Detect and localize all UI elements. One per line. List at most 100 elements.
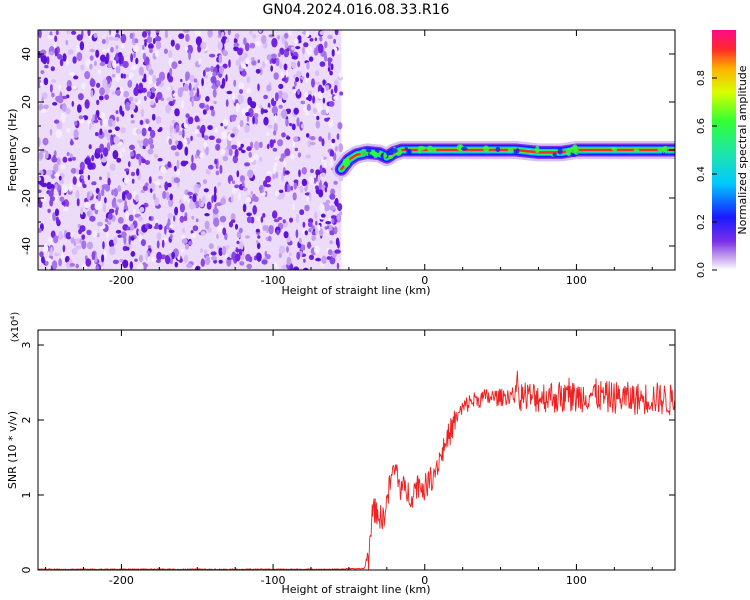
- top-y-tick-label: -20: [20, 189, 33, 207]
- noise-speckle: [197, 44, 202, 53]
- noise-speckle: [274, 114, 277, 122]
- noise-speckle: [160, 254, 167, 260]
- noise-speckle: [231, 144, 238, 150]
- noise-speckle: [154, 153, 159, 159]
- noise-speckle: [109, 163, 116, 171]
- noise-speckle: [292, 203, 295, 211]
- noise-speckle: [289, 122, 293, 127]
- noise-speckle: [212, 71, 217, 77]
- noise-speckle: [60, 112, 66, 123]
- noise-speckle: [180, 99, 185, 110]
- noise-speckle: [167, 161, 172, 168]
- noise-speckle: [167, 218, 171, 227]
- noise-speckle: [178, 60, 182, 64]
- noise-speckle: [241, 182, 245, 187]
- noise-speckle: [329, 149, 335, 157]
- noise-speckle: [248, 151, 252, 158]
- noise-speckle: [213, 217, 220, 227]
- noise-speckle: [143, 95, 147, 101]
- noise-speckle: [296, 251, 301, 260]
- noise-speckle: [280, 153, 287, 159]
- noise-speckle: [305, 154, 312, 159]
- noise-speckle: [327, 57, 333, 63]
- noise-speckle: [55, 216, 60, 225]
- noise-speckle: [175, 124, 180, 133]
- noise-speckle: [275, 57, 280, 67]
- noise-speckle: [192, 225, 199, 232]
- noise-speckle: [234, 33, 240, 40]
- noise-speckle: [212, 88, 217, 98]
- noise-speckle: [319, 30, 325, 36]
- noise-speckle: [243, 37, 247, 46]
- noise-speckle: [71, 100, 75, 107]
- noise-speckle: [208, 53, 216, 58]
- noise-speckle: [297, 152, 302, 158]
- noise-speckle: [289, 217, 293, 223]
- noise-speckle: [70, 167, 77, 174]
- noise-speckle: [113, 37, 120, 41]
- noise-speckle: [187, 116, 194, 125]
- noise-speckle: [89, 78, 96, 87]
- noise-speckle: [108, 36, 114, 41]
- noise-speckle: [108, 30, 112, 36]
- noise-region: [38, 30, 344, 270]
- noise-speckle: [74, 120, 78, 126]
- noise-speckle: [111, 189, 115, 196]
- noise-speckle: [330, 255, 334, 264]
- colorbar-tick-label: 0.0: [696, 262, 707, 278]
- noise-speckle: [274, 162, 278, 168]
- noise-speckle: [86, 241, 94, 250]
- noise-speckle: [122, 60, 129, 69]
- noise-speckle: [206, 201, 212, 210]
- noise-speckle: [315, 81, 321, 85]
- noise-speckle: [228, 59, 231, 68]
- noise-speckle: [110, 136, 113, 146]
- noise-speckle: [178, 199, 183, 204]
- noise-speckle: [103, 147, 109, 157]
- noise-speckle: [276, 35, 281, 40]
- noise-speckle: [158, 224, 163, 230]
- noise-speckle: [222, 119, 229, 127]
- noise-speckle: [140, 108, 145, 118]
- noise-speckle: [220, 149, 226, 155]
- noise-speckle: [59, 58, 64, 67]
- bottom-y-tick-label: 2: [20, 417, 33, 424]
- noise-speckle: [54, 195, 58, 203]
- noise-speckle: [293, 181, 297, 190]
- noise-speckle: [190, 162, 197, 171]
- noise-speckle: [101, 38, 106, 45]
- bottom-y-ticks: 0 1 2 3: [20, 342, 675, 574]
- noise-speckle: [207, 125, 213, 130]
- noise-speckle: [315, 70, 320, 77]
- noise-speckle: [260, 216, 264, 223]
- noise-speckle: [277, 90, 284, 99]
- noise-speckle: [89, 48, 95, 53]
- noise-speckle: [324, 41, 328, 49]
- noise-speckle: [280, 70, 284, 80]
- noise-speckle: [148, 126, 152, 132]
- noise-speckle: [183, 194, 187, 202]
- noise-speckle: [143, 138, 149, 147]
- noise-speckle: [271, 37, 278, 48]
- noise-speckle: [119, 258, 124, 263]
- trace-blob: [342, 158, 349, 167]
- noise-speckle: [317, 224, 321, 231]
- noise-speckle: [230, 133, 235, 138]
- noise-speckle: [238, 82, 245, 89]
- noise-speckle: [220, 197, 226, 205]
- noise-speckle: [333, 180, 338, 185]
- noise-speckle: [55, 30, 59, 35]
- colorbar-tick-label: 0.4: [696, 166, 707, 182]
- noise-speckle: [226, 37, 229, 44]
- noise-speckle: [323, 160, 327, 168]
- noise-speckle: [245, 57, 249, 66]
- noise-speckle: [71, 248, 78, 255]
- noise-speckle: [250, 141, 254, 149]
- noise-speckle: [222, 36, 227, 41]
- noise-speckle: [96, 99, 100, 106]
- noise-speckle: [253, 255, 257, 261]
- noise-speckle: [175, 43, 181, 51]
- noise-speckle: [191, 215, 195, 220]
- noise-speckle: [114, 126, 120, 131]
